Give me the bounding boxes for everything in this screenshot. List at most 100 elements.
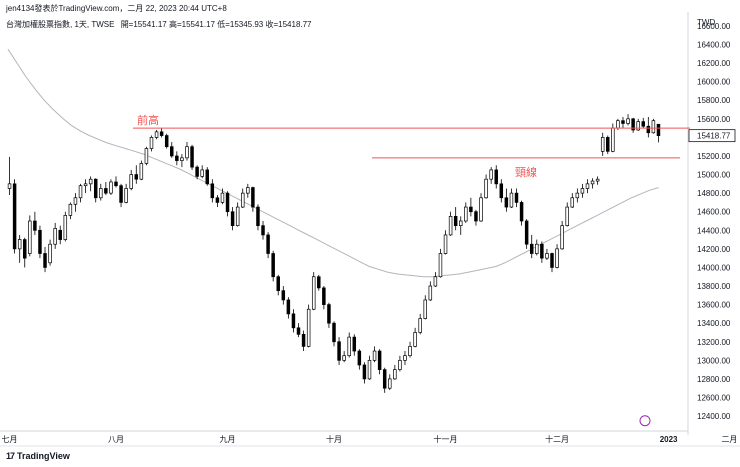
candle-body [580, 188, 585, 194]
candle-body [428, 285, 433, 301]
candle-body [235, 206, 240, 226]
candle-body [200, 169, 204, 177]
candle-body [23, 239, 27, 259]
candle-body [332, 322, 336, 343]
candle-body [124, 188, 128, 203]
candle-body [88, 178, 93, 185]
currency-label: TWD [697, 18, 715, 27]
candle-body [164, 135, 169, 148]
candle-body [443, 234, 448, 254]
candle-body [311, 276, 316, 310]
candle-body [78, 185, 83, 199]
candle-body [230, 211, 235, 226]
price-tick-label: 14800.00 [697, 189, 731, 198]
candle-body [388, 378, 392, 389]
time-tick-label: 十月 [326, 434, 342, 444]
candles[interactable] [7, 114, 661, 393]
candle-body [540, 243, 544, 259]
candle-body [12, 183, 17, 250]
price-tick-label: 15600.00 [697, 115, 731, 124]
candle-body [555, 248, 559, 268]
candle-body [139, 163, 144, 180]
candle-body [104, 188, 108, 194]
price-tick-label: 13200.00 [697, 338, 731, 347]
candle-body [464, 206, 468, 222]
candle-body [190, 146, 194, 168]
candle-body [459, 220, 463, 226]
candle-body [433, 276, 438, 287]
candle-body [519, 202, 524, 222]
candle-body [276, 276, 280, 292]
candle-body [504, 197, 509, 208]
ohlc-values: 開=15541.17 高=15541.17 低=15345.93 收=15418… [120, 20, 312, 29]
candle-body [241, 192, 245, 208]
candle-body [489, 169, 493, 180]
time-tick-label: 十一月 [434, 434, 458, 444]
candle-body [119, 185, 123, 203]
neckline-label: 頸線 [515, 165, 537, 179]
candle-body [393, 369, 397, 380]
candle-body [63, 215, 68, 240]
candle-body [524, 220, 529, 245]
candle-body [159, 131, 164, 136]
candle-body [413, 332, 417, 347]
candle-body [626, 118, 630, 124]
candle-body [575, 192, 580, 199]
candle-body [246, 187, 250, 194]
price-tick-label: 13400.00 [697, 319, 731, 328]
candle-body [281, 290, 286, 301]
time-tick-label: 2023 [660, 435, 678, 444]
time-tick-label: 八月 [108, 435, 124, 444]
candle-body [154, 131, 159, 138]
candle-body [48, 243, 52, 264]
candle-body [170, 146, 174, 157]
price-tick-label: 13600.00 [697, 301, 731, 310]
price-tick-label: 15200.00 [697, 152, 731, 161]
candle-body [317, 276, 321, 289]
candle-body [621, 120, 625, 124]
candle-body [529, 243, 534, 254]
candle-body [195, 166, 199, 177]
candle-body [93, 178, 98, 199]
candle-body [251, 187, 255, 208]
price-axis[interactable]: TWD 12400.00 12600.00 12800.00 13000.00 13200… [688, 18, 736, 421]
candle-body [256, 206, 260, 226]
candle-body [271, 253, 275, 278]
candle-body [357, 350, 362, 366]
time-axis[interactable]: 七月八月九月十月十一月十二月2023二月三月 [2, 434, 740, 444]
last-price-tag [688, 129, 736, 143]
price-tick-label: 14600.00 [697, 208, 731, 217]
candle-body [175, 155, 179, 161]
candle-body [306, 308, 311, 347]
candle-body [134, 174, 139, 180]
candle-body [651, 120, 656, 134]
candle-body [347, 336, 351, 357]
candle-body [484, 178, 488, 199]
price-tick-label: 14400.00 [697, 226, 731, 235]
candle-body [646, 125, 651, 134]
candle-body [109, 181, 113, 194]
candle-body [372, 350, 377, 361]
candle-body [453, 216, 458, 226]
candle-body [68, 203, 73, 216]
alert-bolt-icon [639, 415, 651, 427]
candle-body [291, 313, 296, 329]
candle-body [225, 192, 230, 213]
time-tick-label: 九月 [220, 435, 236, 444]
candle-body [149, 137, 154, 149]
candle-body [408, 346, 412, 357]
candle-body [43, 253, 47, 268]
tradingview-logo[interactable]: 17 TradingView [6, 451, 70, 461]
candle-body [58, 229, 62, 240]
ma-path [7, 48, 659, 278]
brand-name: TradingView [17, 451, 70, 461]
candle-body [636, 121, 640, 131]
candle-body [398, 359, 402, 370]
candle-body [352, 336, 357, 352]
candle-body [479, 197, 483, 222]
candle-body [545, 253, 549, 259]
